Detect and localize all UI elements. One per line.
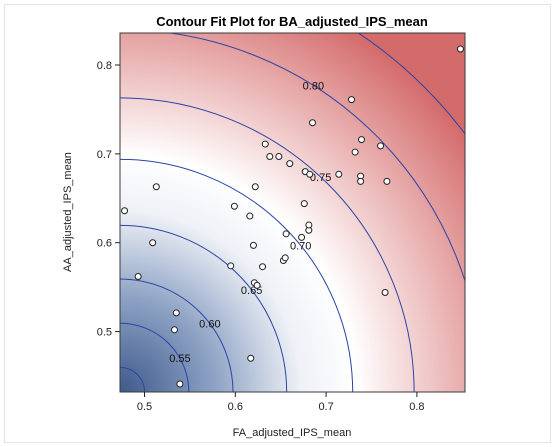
chart-title: Contour Fit Plot for BA_adjusted_IPS_mea… (156, 14, 428, 29)
plot-area (120, 33, 465, 392)
data-point (266, 153, 274, 161)
data-point (298, 233, 306, 241)
x-tick-label: 0.5 (137, 401, 152, 413)
data-point (251, 183, 259, 191)
contour-labels: 0.550.600.650.700.750.80 (169, 80, 331, 365)
contour-line (120, 366, 146, 392)
data-point (281, 254, 289, 262)
contour-line (120, 158, 354, 392)
x-axis-label: FA_adjusted_IPS_mean (233, 427, 352, 439)
x-tick-label: 0.7 (318, 401, 333, 413)
data-point (351, 148, 359, 156)
contour-line (120, 224, 288, 392)
y-axis-label: AA_adjusted_IPS_mean (62, 152, 74, 272)
y-tick-label: 0.5 (97, 327, 112, 339)
contour-label: 0.70 (290, 240, 311, 252)
data-point (456, 45, 464, 53)
data-point (308, 119, 316, 127)
data-point (358, 136, 365, 144)
data-point (176, 380, 184, 388)
data-point (306, 170, 314, 178)
x-axis: 0.5 0.6 0.7 0.8 (137, 392, 425, 413)
contour-line (357, 33, 465, 135)
y-axis: 0.5 0.6 0.7 0.8 (97, 60, 120, 339)
data-point (172, 309, 180, 317)
data-point (335, 170, 343, 178)
data-point (300, 200, 308, 208)
contour-line (120, 278, 234, 392)
data-point (305, 221, 313, 229)
data-point (381, 288, 389, 296)
data-point (259, 263, 267, 271)
x-tick-label: 0.8 (409, 401, 424, 413)
plot-border (119, 32, 466, 393)
contour-line (120, 97, 415, 392)
y-tick-label: 0.8 (97, 60, 112, 72)
y-tick-label: 0.6 (97, 238, 112, 250)
data-point (152, 183, 160, 191)
data-point (121, 207, 129, 215)
data-point (377, 142, 385, 150)
data-point (275, 153, 283, 161)
contour-label: 0.75 (310, 172, 331, 184)
contour-label: 0.80 (303, 80, 324, 92)
x-tick-label: 0.6 (228, 401, 243, 413)
data-point (253, 281, 261, 289)
data-point (282, 230, 290, 238)
y-tick-label: 0.7 (97, 149, 112, 161)
data-point (246, 212, 254, 220)
contour-lines (120, 33, 465, 392)
data-point (249, 241, 257, 249)
data-point (134, 272, 142, 280)
data-point (261, 140, 269, 148)
data-point (227, 262, 235, 270)
contour-label: 0.60 (199, 319, 220, 331)
data-point (170, 326, 178, 334)
data-point (247, 354, 255, 362)
contour-line (166, 33, 465, 283)
data-point (383, 177, 391, 185)
response-surface (120, 33, 465, 392)
data-points (121, 45, 464, 388)
contour-line (120, 322, 190, 392)
contour-label: 0.55 (169, 353, 190, 365)
data-point (149, 239, 157, 247)
data-point (357, 177, 365, 185)
data-point (230, 202, 238, 210)
data-point (348, 96, 356, 104)
data-point (286, 160, 294, 168)
